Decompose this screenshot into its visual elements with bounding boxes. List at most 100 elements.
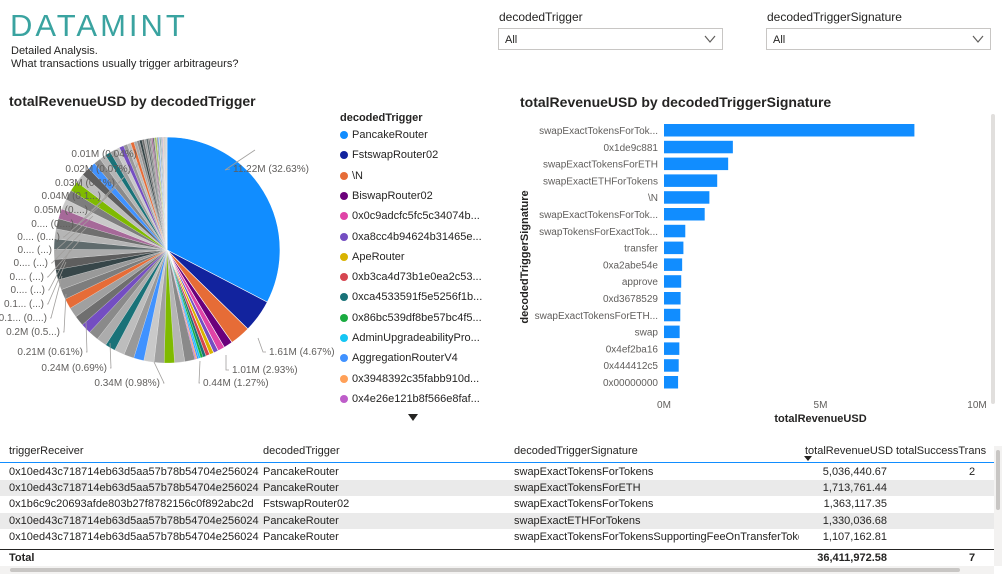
pie-leader-line	[51, 226, 88, 264]
legend-label: 0xca4533591f5e5256f1b...	[352, 291, 482, 304]
bar-category-label: swapTokensForExactTok...	[539, 227, 658, 238]
table-cell: swapExactTokensForTokens	[514, 498, 654, 511]
legend-dot-icon	[340, 131, 348, 140]
pie-slice[interactable]	[166, 136, 281, 303]
legend-item[interactable]: 0xa8cc4b94624b31465e...	[340, 231, 482, 243]
slicer-signature-label: decodedTriggerSignature	[767, 10, 902, 24]
legend-label: AdminUpgradeabilityPro...	[352, 332, 480, 344]
bar-mark[interactable]	[664, 174, 718, 187]
bar-chart-scroll-thumb[interactable]	[991, 114, 995, 404]
bar-mark[interactable]	[664, 342, 680, 355]
legend-item[interactable]: 0xca4533591f5e5256f1b...	[340, 291, 482, 303]
legend-item[interactable]: AggregationRouterV4	[340, 352, 482, 364]
sort-desc-icon	[804, 456, 812, 461]
pie-data-label: 0.34M (0.98%)	[94, 378, 160, 389]
pie-leader-line	[50, 275, 63, 319]
pie-leader-line	[47, 261, 67, 305]
col-total-success-trans[interactable]: totalSuccessTrans	[896, 445, 986, 457]
subtitle-line-2: What transactions usually trigger arbitr…	[11, 58, 239, 70]
legend-item[interactable]: BiswapRouter02	[340, 190, 482, 202]
slicer-trigger-dropdown[interactable]: All	[498, 28, 723, 50]
legend-item[interactable]: \N	[340, 170, 482, 182]
legend-item[interactable]: AdminUpgradeabilityPro...	[340, 332, 482, 344]
bar-category-label: 0xd3678529	[603, 294, 658, 305]
col-decoded-trigger-signature[interactable]: decodedTriggerSignature	[514, 445, 638, 457]
legend-item[interactable]: 0x86bc539df8be57bc4f5...	[340, 312, 482, 324]
bar-chart-title: totalRevenueUSD by decodedTriggerSignatu…	[520, 94, 832, 110]
pie-legend-title: decodedTrigger	[340, 112, 423, 124]
pie-chart-title: totalRevenueUSD by decodedTrigger	[9, 93, 256, 109]
legend-label: 0x3948392c35fabb910d...	[352, 372, 480, 385]
table-row[interactable]: 0x10ed43c718714eb63d5aa57b78b54704e25602…	[0, 464, 994, 480]
bar-x-axis-label: totalRevenueUSD	[774, 413, 866, 425]
table-cell: swapExactTokensForTokensSupportingFeeOnT…	[514, 530, 799, 543]
bar-mark[interactable]	[664, 124, 915, 137]
legend-dot-icon	[340, 191, 348, 200]
pie-data-label: 0.... (...)	[14, 258, 48, 269]
bar-mark[interactable]	[664, 376, 679, 389]
horizontal-scroll-thumb[interactable]	[10, 568, 960, 572]
col-total-revenue[interactable]: totalRevenueUSD	[805, 445, 894, 457]
bar-category-label: \N	[648, 193, 658, 204]
legend-item[interactable]: ApeRouter	[340, 251, 482, 263]
bar-mark[interactable]	[664, 292, 681, 305]
legend-item[interactable]: FstswapRouter02	[340, 149, 482, 161]
bar-category-label: 0x00000000	[603, 378, 658, 389]
bar-chart[interactable]: swapExactTokensForTok... 0x1de9c881 swapEx…	[510, 112, 1000, 430]
legend-label: 0xb3ca4d73b1e0ea2c53...	[352, 271, 482, 284]
table-header: triggerReceiver decodedTrigger decodedTr…	[0, 440, 1004, 464]
pie-leader-line	[104, 177, 124, 197]
pie-leader-line	[91, 186, 117, 211]
table-cell: PancakeRouter	[263, 514, 339, 527]
pie-data-label: 11.22M (32.63%)	[233, 164, 309, 175]
horizontal-scrollbar[interactable]	[0, 566, 994, 574]
legend-item[interactable]: 0x3948392c35fabb910d...	[340, 373, 482, 385]
table-cell: swapExactTokensForETH	[514, 482, 641, 495]
bar-mark[interactable]	[664, 258, 683, 271]
bar-category-label: swapExactTokensForTok...	[539, 126, 658, 137]
pie-chart[interactable]: 11.22M (32.63%) 1.61M (4.67%) 1.01M (2.93%…	[0, 110, 335, 430]
legend-dot-icon	[340, 273, 348, 282]
legend-label: FstswapRouter02	[352, 149, 439, 162]
col-trigger-receiver[interactable]: triggerReceiver	[9, 445, 84, 457]
bar-mark[interactable]	[664, 241, 684, 255]
table-row[interactable]: 0x10ed43c718714eb63d5aa57b78b54704e25602…	[0, 512, 994, 529]
pie-data-label: 0.... (...)	[10, 272, 44, 283]
bar-x-tick: 0M	[657, 400, 671, 411]
table-cell-trans: 2	[969, 466, 976, 478]
bar-mark[interactable]	[664, 275, 682, 288]
table-cell: swapExactTokensForTokens	[514, 466, 654, 478]
legend-scroll-down-icon[interactable]	[408, 414, 418, 422]
pie-leader-line	[63, 293, 67, 333]
vertical-scroll-thumb[interactable]	[996, 450, 1000, 510]
bar-mark[interactable]	[664, 157, 729, 171]
legend-item[interactable]: PancakeRouter	[340, 129, 482, 141]
bar-chart-scrollbar[interactable]	[990, 114, 996, 404]
legend-label: 0x86bc539df8be57bc4f5...	[352, 311, 482, 324]
legend-item[interactable]: 0x4e26e121b8f566e8faf...	[340, 393, 482, 405]
legend-dot-icon	[340, 334, 348, 343]
col-decoded-trigger[interactable]: decodedTrigger	[263, 445, 340, 457]
slicer-signature-dropdown[interactable]: All	[766, 28, 991, 50]
pie-leader-line	[55, 215, 94, 251]
bar-mark[interactable]	[664, 224, 686, 238]
table-row[interactable]: 0x10ed43c718714eb63d5aa57b78b54704e25602…	[0, 480, 994, 497]
bar-x-tick: 10M	[967, 400, 986, 411]
datamint-logo: DATAMINT	[10, 8, 185, 42]
bar-mark[interactable]	[664, 359, 679, 372]
table-row[interactable]: 0x10ed43c718714eb63d5aa57b78b54704e25602…	[0, 528, 994, 545]
pie-data-label: 0.2M (0.5...)	[6, 327, 60, 338]
pie-data-label: 1.01M (2.93%)	[232, 365, 298, 376]
pie-leader-line	[63, 205, 101, 238]
legend-item[interactable]: 0xb3ca4d73b1e0ea2c53...	[340, 271, 482, 283]
pie-data-label: 0.02M (0.07%)	[65, 164, 131, 175]
bar-mark[interactable]	[664, 191, 710, 204]
legend-label: PancakeRouter	[352, 129, 428, 141]
bar-mark[interactable]	[664, 140, 733, 154]
bar-mark[interactable]	[664, 308, 681, 322]
legend-item[interactable]: 0x0c9adcfc5fc5c34074b...	[340, 210, 482, 222]
vertical-scrollbar[interactable]	[994, 446, 1002, 566]
table-row[interactable]: 0x1b6c9c20693afde803b27f8782156c0f892abc…	[0, 496, 994, 513]
bar-mark[interactable]	[664, 208, 705, 221]
bar-mark[interactable]	[664, 325, 680, 339]
